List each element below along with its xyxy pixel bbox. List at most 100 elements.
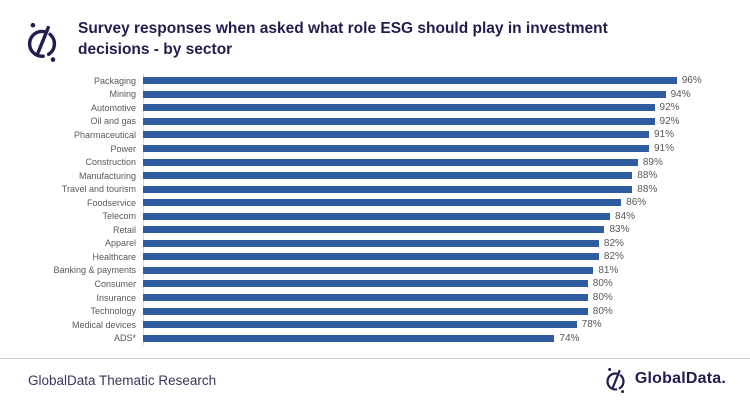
bar-track: 89% [143,157,699,168]
bar-row: Healthcare 82% [28,250,740,264]
category-label: Telecom [102,211,136,222]
brand-wordmark: GlobalData. [634,370,726,387]
value-label: 80% [592,278,613,290]
bar-track: 94% [143,89,699,100]
footer-source-text: GlobalData Thematic Research [28,373,217,388]
category-label: Banking & payments [53,265,136,276]
bar-row: Manufacturing 88% [28,169,740,183]
value-label: 91% [653,129,674,141]
bar-track: 84% [143,211,699,222]
bar-track: 80% [143,306,699,317]
bar-row: Mining 94% [28,88,740,102]
category-label: Travel and tourism [61,184,136,195]
value-label: 80% [592,305,613,317]
bar [143,131,649,139]
bar [143,334,555,342]
bar-chart: Packaging 96% Mining 94% Automotive 92% … [28,74,740,345]
bar-row: Oil and gas 92% [28,115,740,129]
category-label: ADS* [113,333,136,344]
bar-row: Telecom 84% [28,209,740,223]
bar [143,90,666,98]
bar-row: Foodservice 86% [28,196,740,210]
bar-row: Power 91% [28,142,740,156]
bar-track: 80% [143,292,699,303]
globaldata-icon [27,22,57,62]
bar-row: Insurance 80% [28,291,740,305]
value-label: 94% [670,88,691,100]
category-label: Apparel [104,238,136,249]
value-label: 92% [659,115,680,127]
category-label: Insurance [96,292,136,303]
bar [143,77,677,85]
bar [143,226,605,234]
bar-row: Technology 80% [28,304,740,318]
bar-track: 80% [143,278,699,289]
value-label: 80% [592,292,613,304]
value-label: 81% [598,264,619,276]
value-label: 89% [642,156,663,168]
category-label: Pharmaceutical [73,129,136,140]
bar-track: 88% [143,184,699,195]
bar-row: Consumer 80% [28,277,740,291]
bar-track: 86% [143,197,699,208]
value-label: 92% [659,102,680,114]
bar-track: 82% [143,238,699,249]
bar [143,104,655,112]
bar-row: Medical devices 78% [28,318,740,332]
value-label: 74% [559,332,580,344]
bar-row: Pharmaceutical 91% [28,128,740,142]
bar-track: 88% [143,170,699,181]
category-label: Packaging [93,75,136,86]
bar-row: Banking & payments 81% [28,264,740,278]
bar [143,239,599,247]
bar-track: 78% [143,319,699,330]
category-label: Technology [90,306,136,317]
category-label: Manufacturing [78,170,136,181]
bar-track: 74% [143,333,699,344]
category-label: Healthcare [92,251,136,262]
value-label: 91% [653,143,674,154]
bar-track: 83% [143,224,699,235]
footer-brand: GlobalData. [602,364,726,394]
value-label: 96% [681,75,702,87]
page-title: Survey responses when asked what role ES… [78,20,608,58]
category-label: Mining [109,89,136,100]
value-label: 84% [615,210,636,222]
value-label: 88% [637,170,658,182]
bar-track: 91% [143,129,699,140]
bar-track: 96% [143,75,702,87]
category-label: Consumer [94,278,136,289]
value-label: 83% [609,224,630,236]
category-label: Medical devices [71,319,136,330]
footer-divider [0,358,750,359]
bar-row: Construction 89% [28,155,740,169]
category-label: Oil and gas [90,116,136,127]
bar [143,280,588,288]
bar-track: 92% [143,116,699,127]
bar-row: Packaging 96% [28,74,740,88]
value-label: 78% [581,319,602,331]
category-label: Power [110,143,136,154]
value-label: 88% [637,183,658,195]
bar [143,266,594,274]
y-axis-line [143,74,144,345]
bar [143,199,622,207]
value-label: 82% [603,251,624,263]
bar-row: ADS* 74% [28,331,740,345]
bar-track: 81% [143,265,699,276]
category-label: Retail [112,224,136,235]
category-label: Construction [85,157,136,168]
bar-track: 92% [143,102,699,113]
bar [143,117,655,125]
bar [143,294,588,302]
bar [143,212,611,220]
bar [143,172,633,180]
bar [143,145,649,152]
bar-row: Automotive 92% [28,101,740,115]
bar-track: 82% [143,251,699,262]
bar [143,185,633,193]
bar-row: Retail 83% [28,223,740,237]
bar [143,253,599,261]
bar [143,307,588,315]
